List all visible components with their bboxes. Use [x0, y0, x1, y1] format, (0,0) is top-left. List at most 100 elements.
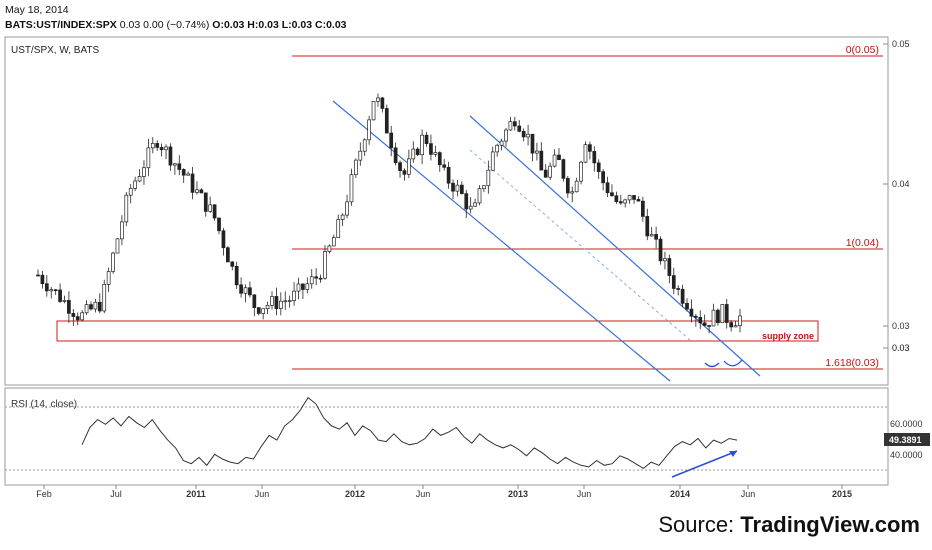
candle-body — [605, 182, 610, 194]
candle-body — [53, 289, 58, 292]
fib-label-1: 1(0.04) — [846, 237, 879, 249]
candle-body — [702, 322, 707, 326]
candle-body — [336, 219, 341, 238]
candle-body — [658, 238, 663, 262]
candle-body — [75, 316, 80, 321]
candle-body — [199, 189, 204, 194]
candle-body — [671, 275, 676, 289]
candle-body — [49, 289, 54, 292]
candle-body — [234, 266, 239, 286]
y-tick-3: 0.03 — [892, 343, 910, 353]
candle-body — [133, 180, 137, 189]
candle-body — [561, 159, 566, 179]
fib-label-0: 0(0.05) — [846, 44, 879, 56]
candle-body — [676, 288, 681, 290]
candle-body — [663, 258, 667, 262]
candle-body — [195, 189, 199, 193]
candle-body — [367, 119, 371, 141]
fib-label-1618: 1.618(0.03) — [825, 357, 879, 369]
candle-body — [177, 163, 182, 170]
candle-body — [106, 271, 111, 285]
candle-body — [552, 154, 557, 167]
candle-body — [486, 169, 491, 187]
candle-body — [508, 121, 513, 131]
candle-body — [314, 276, 319, 279]
candle-body — [305, 283, 310, 290]
candle-body — [283, 300, 288, 303]
candle-body — [415, 148, 420, 156]
candle-body — [296, 283, 301, 292]
candle-body — [446, 166, 451, 184]
candle-body — [120, 221, 124, 240]
candle-body — [340, 214, 345, 220]
candle-body — [442, 164, 447, 168]
candle-body — [327, 245, 332, 252]
candle-body — [482, 185, 486, 190]
candle-body — [44, 283, 49, 292]
candle-body — [331, 237, 336, 247]
channel-upper-line — [469, 115, 761, 377]
candle-body — [124, 194, 129, 223]
candle-body — [565, 178, 570, 194]
candle-body — [596, 162, 601, 172]
candle-body — [146, 147, 151, 169]
candle-body — [301, 283, 305, 290]
symbol-quote-line: BATS:UST/INDEX:SPX 0.03 0.00 (−0.74%) O:… — [5, 19, 347, 32]
candle-body — [654, 234, 658, 240]
candle-body — [84, 304, 89, 314]
candle-body — [186, 173, 190, 176]
candle-body — [150, 143, 155, 149]
candle-body — [71, 313, 76, 317]
candle-body — [318, 277, 323, 280]
candle-body — [738, 315, 742, 326]
candle-body — [574, 180, 579, 193]
candle-body — [398, 162, 402, 171]
candle-body — [270, 296, 274, 306]
candle-body — [641, 200, 645, 217]
candle-body — [221, 230, 226, 249]
candle-body — [265, 305, 270, 310]
candle-body — [225, 247, 230, 263]
candle-body — [693, 315, 698, 318]
candle-body — [733, 325, 738, 328]
candle-body — [181, 169, 186, 176]
rsi-last-value: 49.3891 — [889, 435, 922, 445]
candle-body — [711, 309, 716, 327]
source-brand: TradingView.com — [740, 512, 920, 537]
candle-body — [610, 192, 614, 197]
candle-body — [468, 205, 473, 210]
symbol-name[interactable]: BATS:UST/INDEX:SPX — [5, 19, 117, 31]
candle-body — [645, 216, 650, 237]
x-tick-label: Jul — [110, 489, 122, 499]
candle-body — [530, 133, 535, 154]
price-pane — [4, 36, 889, 386]
candle-body — [164, 146, 168, 151]
y-tick-0: 0.05 — [892, 39, 910, 49]
candle-body — [97, 301, 102, 312]
candle-body — [36, 274, 40, 277]
candle-body — [517, 125, 522, 132]
quote-change: 0.03 0.00 (−0.74%) — [119, 19, 210, 31]
price-candles — [36, 93, 742, 334]
bottom-marker-left — [704, 362, 720, 368]
candle-body — [345, 201, 349, 216]
candle-body — [649, 234, 654, 237]
candle-body — [729, 322, 734, 328]
candle-body — [614, 195, 619, 202]
candle-body — [636, 199, 641, 202]
rsi-arrow-head — [729, 451, 737, 457]
x-tick-label: Feb — [36, 489, 52, 499]
candle-body — [252, 294, 257, 308]
candle-body — [504, 129, 508, 142]
candle-body — [464, 193, 469, 210]
candle-body — [137, 176, 142, 182]
x-tick-label: Jun — [255, 489, 270, 499]
supply-zone — [56, 320, 819, 342]
candle-body — [292, 290, 296, 301]
candle-body — [411, 148, 416, 160]
candle-body — [58, 289, 62, 302]
x-tick-label: 2012 — [345, 489, 365, 499]
price-pane-title: UST/SPX, W, BATS — [11, 45, 99, 56]
candle-body — [278, 300, 283, 309]
